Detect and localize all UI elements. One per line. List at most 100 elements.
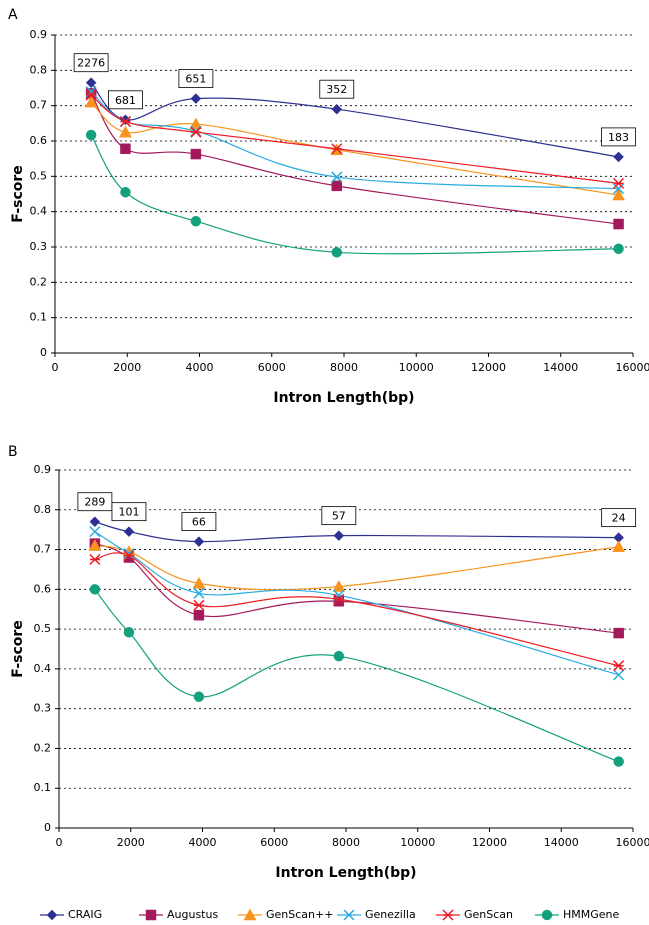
x-tick-label: 16000 <box>616 361 649 374</box>
marker <box>85 77 97 89</box>
x-axis-title: Intron Length(bp) <box>273 390 414 406</box>
legend-marker <box>46 909 58 921</box>
marker <box>119 125 132 138</box>
series-line <box>94 588 619 763</box>
legend-marker <box>442 909 454 921</box>
marker <box>120 143 131 155</box>
marker <box>613 151 624 163</box>
x-tick-label: 10000 <box>399 361 434 374</box>
y-tick-label: 0.2 <box>30 275 48 288</box>
y-tick-label: 0.9 <box>34 463 52 476</box>
x-tick-label: 4000 <box>186 361 214 374</box>
marker <box>613 756 624 767</box>
y-tick-label: 0.5 <box>30 169 48 182</box>
marker <box>123 548 135 560</box>
panel-label: B <box>8 444 18 460</box>
marker <box>193 536 205 547</box>
marker <box>89 526 101 538</box>
y-tick-label: 0.7 <box>34 543 52 556</box>
legend-label: Genezilla <box>365 908 416 921</box>
marker <box>613 627 624 639</box>
x-tick-label: 0 <box>56 836 63 849</box>
marker <box>333 530 345 541</box>
panel-label: A <box>8 7 18 23</box>
marker <box>613 660 625 672</box>
marker <box>193 609 205 621</box>
marker <box>84 95 98 108</box>
y-tick-label: 0.3 <box>34 702 52 715</box>
marker <box>193 587 205 599</box>
marker <box>613 177 625 189</box>
point-label: 101 <box>118 506 139 519</box>
y-tick-label: 0.2 <box>34 741 52 754</box>
marker <box>88 539 102 551</box>
legend-label: GenScan++ <box>266 908 333 921</box>
x-tick-label: 2000 <box>117 836 145 849</box>
marker <box>190 216 202 227</box>
marker <box>89 584 101 595</box>
point-label: 651 <box>185 73 206 86</box>
legend-marker <box>243 908 257 921</box>
legend-label: HMMGene <box>563 908 620 921</box>
marker <box>332 580 346 592</box>
legend-marker <box>145 909 157 921</box>
y-tick-label: 0.3 <box>30 240 48 253</box>
x-tick-label: 8000 <box>332 836 360 849</box>
marker <box>89 553 101 566</box>
y-tick-label: 0.9 <box>30 28 48 41</box>
marker <box>193 691 205 702</box>
x-tick-label: 12000 <box>472 836 507 849</box>
marker <box>89 516 101 528</box>
y-tick-label: 0.4 <box>34 662 52 675</box>
label-box <box>601 127 636 147</box>
marker <box>189 117 203 130</box>
marker <box>123 549 135 562</box>
x-tick-label: 6000 <box>258 361 286 374</box>
x-tick-label: 10000 <box>400 836 435 849</box>
legend-marker <box>541 909 553 921</box>
marker <box>192 576 206 589</box>
series-line <box>94 544 619 591</box>
marker <box>613 218 624 230</box>
label-box <box>77 492 113 512</box>
y-tick-label: 0.6 <box>30 134 48 147</box>
point-label: 352 <box>326 83 347 96</box>
x-tick-label: 14000 <box>543 361 578 374</box>
y-tick-label: 0.6 <box>34 582 52 595</box>
legend-label: GenScan <box>464 908 513 921</box>
marker <box>120 187 131 198</box>
label-box <box>319 79 355 99</box>
marker <box>331 103 343 115</box>
point-label: 289 <box>84 496 105 509</box>
marker <box>613 183 625 195</box>
point-label: 24 <box>612 512 626 525</box>
label-box <box>321 506 357 526</box>
y-tick-label: 0 <box>44 821 51 834</box>
point-label: 57 <box>332 510 346 523</box>
point-label: 183 <box>608 131 629 144</box>
label-box <box>111 502 147 522</box>
marker <box>85 129 97 141</box>
x-tick-label: 6000 <box>260 836 288 849</box>
y-axis-title: F-score <box>10 620 26 678</box>
point-label: 66 <box>192 516 206 529</box>
y-tick-label: 0.5 <box>34 622 52 635</box>
label-box <box>601 508 637 528</box>
legend-marker <box>343 909 355 921</box>
series-line <box>90 94 619 184</box>
point-label: 681 <box>115 94 136 107</box>
y-tick-label: 0.1 <box>34 781 52 794</box>
marker <box>190 148 202 160</box>
marker <box>331 171 343 183</box>
marker <box>331 143 343 155</box>
x-tick-label: 8000 <box>330 361 358 374</box>
x-tick-label: 16000 <box>616 836 649 849</box>
marker <box>333 650 345 662</box>
y-tick-label: 0.7 <box>30 99 48 112</box>
marker <box>123 526 135 538</box>
x-tick-label: 14000 <box>544 836 579 849</box>
marker <box>85 89 97 101</box>
y-tick-label: 0.8 <box>30 63 48 76</box>
